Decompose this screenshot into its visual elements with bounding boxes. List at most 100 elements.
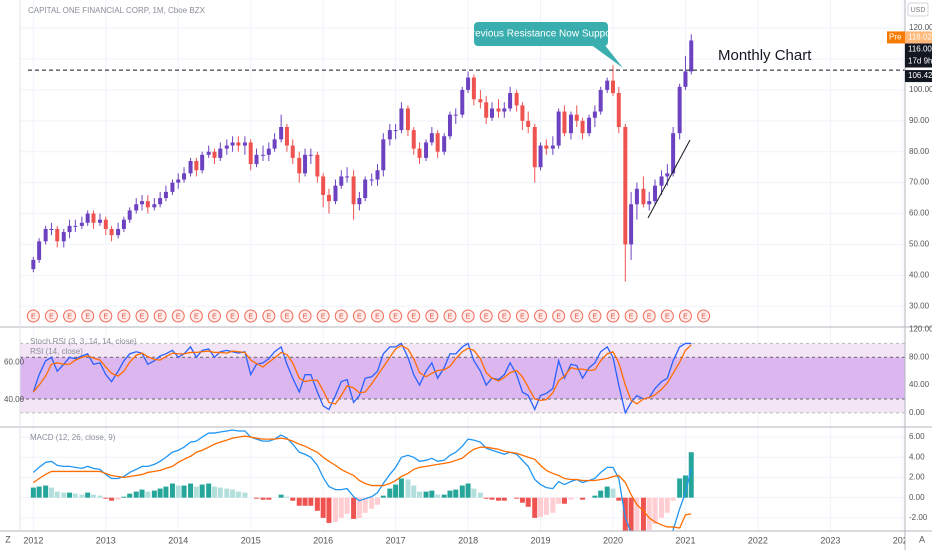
earnings-marker <box>697 309 711 323</box>
y-tick-label: 100.00 <box>909 85 932 94</box>
candle-body <box>55 228 60 242</box>
earnings-label: E <box>593 313 598 320</box>
y-tick-label: 80.00 <box>909 352 930 361</box>
earnings-marker <box>624 309 638 323</box>
earnings-label: E <box>556 313 561 320</box>
x-tick-label: 2023 <box>820 535 840 545</box>
earnings-label: E <box>574 313 579 320</box>
histogram-bar <box>682 475 688 498</box>
histogram-bar <box>103 497 109 499</box>
scale-button[interactable]: Z <box>5 534 11 544</box>
histogram-bar <box>646 497 652 530</box>
histogram-bar <box>332 497 338 522</box>
histogram-bar <box>290 497 296 501</box>
candle-body <box>399 108 404 131</box>
histogram-bar <box>369 497 375 509</box>
candle-body <box>206 151 211 155</box>
histogram-bar <box>181 485 187 498</box>
x-tick-label: 2014 <box>168 535 188 545</box>
earnings-marker <box>407 309 421 323</box>
indicator-line <box>32 344 692 405</box>
earnings-marker <box>642 309 656 323</box>
earnings-label: E <box>466 313 471 320</box>
histogram-bar <box>217 487 223 498</box>
candle-body <box>170 182 175 192</box>
candle-body <box>544 145 549 149</box>
countdown: 17d 9h <box>908 57 932 66</box>
candle-body <box>665 173 670 177</box>
callout-pointer <box>590 44 623 68</box>
candle-body <box>121 219 126 229</box>
candle-body <box>375 170 380 180</box>
x-tick-label: 2020 <box>603 535 623 545</box>
histogram-bar <box>278 494 284 498</box>
histogram-bar <box>338 497 344 518</box>
candle-body <box>508 93 513 109</box>
earnings-label: E <box>266 313 271 320</box>
candle-body <box>79 222 84 226</box>
earnings-marker <box>443 309 457 323</box>
trend-line <box>647 139 691 219</box>
candle-body <box>116 228 121 236</box>
candle-body <box>43 228 48 242</box>
earnings-marker <box>316 309 330 323</box>
y-tick-label: 60.00 <box>909 209 930 218</box>
histogram-bar <box>677 478 683 498</box>
bands <box>20 342 905 414</box>
candle-body <box>188 160 193 174</box>
candle-body <box>387 130 392 140</box>
earnings-label: E <box>411 313 416 320</box>
scale-button[interactable]: A <box>919 534 925 544</box>
candle-body <box>134 204 139 211</box>
candle-body <box>272 139 277 149</box>
candle-body <box>363 179 368 199</box>
y-tick-label: 80.00 <box>909 147 930 156</box>
candle-body <box>254 154 259 165</box>
indicator-label: Stoch RSI (3, 3, 14, 14, close) <box>30 337 137 346</box>
candle-body <box>580 120 585 134</box>
histogram-bar <box>411 485 417 498</box>
x-tick-label: 2017 <box>386 535 406 545</box>
earnings-marker <box>352 309 366 323</box>
candle-body <box>321 176 326 195</box>
candle-body <box>520 105 525 121</box>
earnings-label: E <box>484 313 489 320</box>
earnings-label: E <box>140 313 145 320</box>
candle-body <box>261 154 266 156</box>
candle-body <box>526 120 531 128</box>
x-tick-label: 2021 <box>675 535 695 545</box>
earnings-marker <box>226 309 240 323</box>
candle-body <box>61 232 66 242</box>
histogram-bar <box>90 494 96 498</box>
candle-body <box>145 201 150 208</box>
x-tick-label: 2016 <box>313 535 333 545</box>
histogram-bar <box>115 497 121 500</box>
histogram-bar <box>121 496 127 498</box>
candle-body <box>345 176 350 178</box>
histogram-bar <box>483 497 489 499</box>
histogram-bar <box>453 489 459 498</box>
candle-body <box>532 127 537 168</box>
earnings-marker <box>389 309 403 323</box>
candle-body <box>357 198 362 205</box>
candle-body <box>683 71 688 87</box>
macd <box>30 429 694 531</box>
candle-body <box>471 77 476 100</box>
earnings-marker <box>534 309 548 323</box>
candle-body <box>127 210 132 220</box>
y-tick-label: 40.00 <box>909 270 930 279</box>
histogram-bar <box>640 497 646 531</box>
candle-body <box>97 219 102 223</box>
earnings-marker <box>497 309 511 323</box>
histogram-bar <box>471 488 477 498</box>
candle-body <box>284 127 289 146</box>
histogram-bar <box>610 488 616 498</box>
histogram-bar <box>538 497 544 517</box>
histogram-bar <box>477 492 483 498</box>
candle-body <box>218 148 223 158</box>
indicator-line <box>32 342 692 415</box>
histogram-bar <box>616 497 622 501</box>
candle-body <box>538 145 543 168</box>
earnings-label: E <box>103 313 108 320</box>
histogram-bar <box>628 497 634 531</box>
